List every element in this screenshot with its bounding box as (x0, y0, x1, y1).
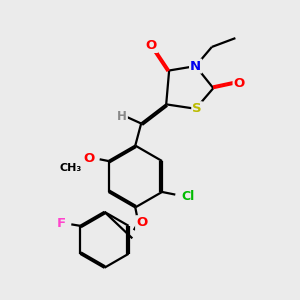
Text: O: O (136, 216, 147, 229)
Text: O: O (234, 77, 245, 90)
Text: O: O (146, 39, 157, 52)
Text: Cl: Cl (181, 190, 194, 203)
Text: CH₃: CH₃ (60, 164, 82, 173)
Text: F: F (57, 217, 66, 230)
Text: H: H (117, 110, 127, 123)
Text: N: N (190, 60, 201, 73)
Text: O: O (83, 152, 94, 165)
Text: S: S (192, 102, 202, 115)
